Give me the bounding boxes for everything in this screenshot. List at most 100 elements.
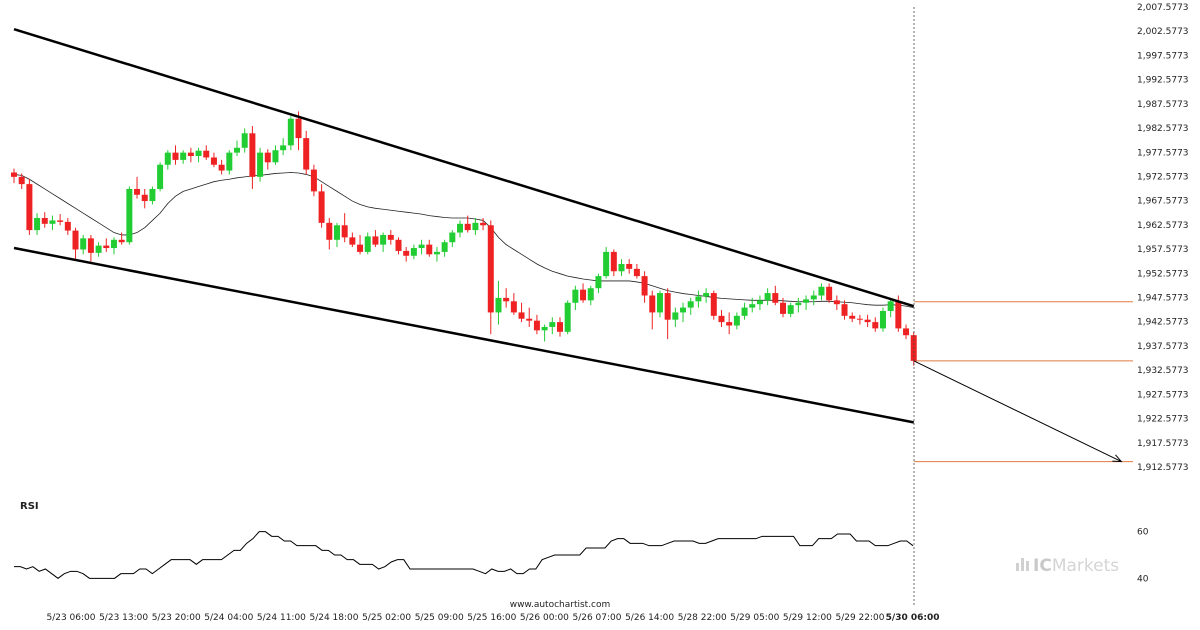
- projection-line: [913, 360, 1122, 463]
- candle-up: [441, 239, 448, 257]
- projection-arrowhead: [1112, 454, 1123, 463]
- candle-body: [518, 312, 525, 319]
- candle-body: [587, 288, 594, 301]
- candle-up: [449, 230, 456, 248]
- candle-body: [380, 234, 387, 245]
- price-tick-label: 1,947.5773: [1137, 294, 1189, 304]
- candle-body: [410, 248, 417, 256]
- candle-body: [756, 300, 763, 305]
- price-axis: 2,007.5773 2,002.5773 1,997.5773 1,992.5773…: [1137, 3, 1189, 473]
- candle-body: [418, 244, 425, 249]
- candle-down: [841, 300, 848, 320]
- candle-body: [372, 236, 379, 245]
- candle-body: [110, 239, 117, 249]
- time-tick-label: 5/25 16:00: [467, 613, 516, 623]
- price-tick-label: 1,912.5773: [1137, 463, 1189, 473]
- candle-down: [326, 218, 333, 250]
- candle-up: [272, 145, 279, 165]
- candle-body: [903, 328, 910, 336]
- candle-up: [49, 215, 56, 231]
- time-tick-label: 5/25 02:00: [362, 613, 411, 623]
- candle-up: [587, 285, 594, 306]
- candle-down: [11, 168, 17, 184]
- candle-body: [34, 218, 41, 231]
- candle-body: [234, 147, 241, 153]
- candle-down: [203, 145, 210, 160]
- candle-up: [241, 128, 248, 153]
- candle-body: [457, 223, 464, 233]
- price-tick-label: 1,997.5773: [1137, 51, 1189, 61]
- brand-bar-2: [1021, 558, 1024, 571]
- candle-down: [856, 314, 863, 325]
- candle-down: [18, 173, 25, 189]
- time-tick-label: 5/23 06:00: [46, 613, 95, 623]
- price-tick-label: 1,922.5773: [1137, 415, 1189, 425]
- candle-up: [672, 307, 679, 327]
- candle-down: [264, 149, 271, 170]
- candle-body: [556, 322, 563, 332]
- brand-bar-1: [1016, 563, 1019, 571]
- time-axis: 5/23 06:00 5/23 13:00 5/23 20:00 5/24 04:00…: [46, 613, 939, 623]
- candle-down: [426, 239, 433, 257]
- candle-body: [603, 251, 610, 277]
- candle-body: [741, 307, 748, 316]
- candle-body: [510, 301, 517, 313]
- candle-body: [764, 293, 771, 301]
- candle-body: [449, 232, 456, 243]
- candle-body: [633, 268, 640, 277]
- candle-down: [249, 126, 256, 189]
- candle-up: [603, 247, 610, 279]
- candle-body: [349, 237, 356, 245]
- candle-up: [549, 317, 556, 335]
- candle-up: [157, 162, 164, 192]
- candle-up: [80, 234, 87, 255]
- candle-body: [203, 150, 210, 158]
- time-tick-label: 5/24 11:00: [257, 613, 306, 623]
- candle-up: [703, 288, 710, 303]
- candle-up: [741, 302, 748, 320]
- price-tick-label: 1,967.5773: [1137, 197, 1189, 207]
- candle-down: [580, 283, 587, 303]
- candle-down: [626, 259, 633, 274]
- candle-up: [595, 273, 602, 294]
- candle-body: [641, 276, 648, 296]
- candle-body: [595, 276, 602, 289]
- candle-down: [610, 249, 617, 277]
- candle-body: [495, 297, 502, 313]
- time-tick-label: 5/23 20:00: [152, 613, 201, 623]
- candle-body: [618, 264, 625, 272]
- candle-body: [887, 301, 894, 311]
- candle-down: [387, 230, 394, 245]
- brand-bar-3: [1026, 561, 1029, 571]
- candle-up: [695, 290, 702, 308]
- time-tick-label: 5/29 12:00: [783, 613, 832, 623]
- candle-body: [895, 301, 902, 329]
- candle-body: [787, 305, 794, 314]
- candle-up: [687, 297, 694, 315]
- candle-body: [11, 172, 17, 177]
- candle-up: [149, 186, 156, 205]
- candle-down: [141, 188, 148, 209]
- candle-body: [26, 184, 33, 231]
- channel-lower-line: [13, 246, 914, 424]
- candle-body: [780, 302, 786, 314]
- candle-body: [64, 221, 71, 231]
- candle-up: [733, 312, 740, 330]
- candle-body: [572, 289, 579, 303]
- candle-up: [95, 242, 102, 257]
- price-tick-label: 1,937.5773: [1137, 342, 1189, 352]
- candle-down: [310, 164, 317, 197]
- candle-down: [780, 297, 786, 318]
- candle-up: [110, 237, 117, 255]
- candle-body: [18, 176, 25, 185]
- rsi-line: [14, 531, 914, 579]
- candle-up: [280, 138, 287, 156]
- candle-body: [241, 133, 248, 148]
- candle-down: [341, 213, 348, 243]
- candle-body: [541, 326, 548, 331]
- candle-down: [487, 220, 494, 335]
- price-tick-label: 1,977.5773: [1137, 148, 1189, 158]
- candle-up: [126, 186, 133, 245]
- candle-body: [257, 152, 264, 177]
